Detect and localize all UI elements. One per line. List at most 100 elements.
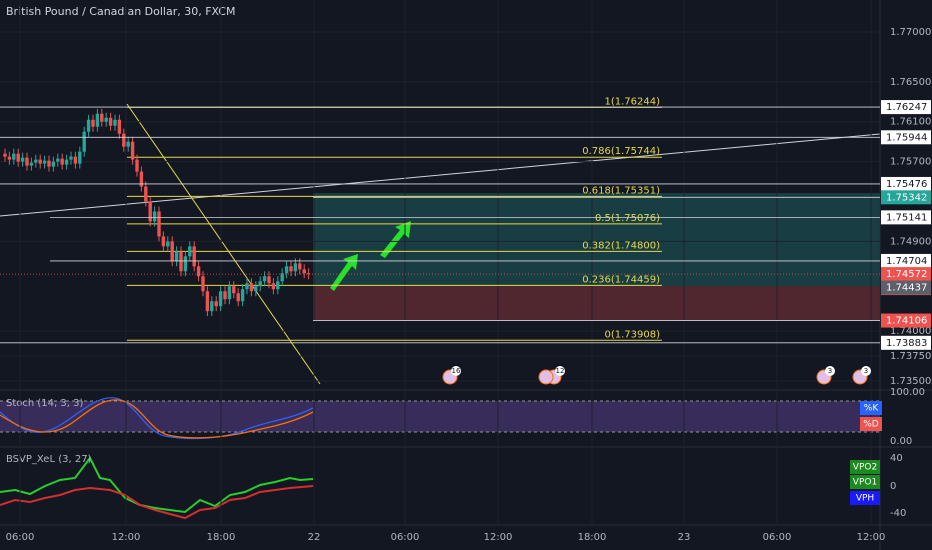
stoch-k (0, 397, 314, 440)
price-tag (881, 176, 931, 191)
price-tag-label: 1.74106 (886, 316, 927, 327)
candle (64, 159, 69, 165)
price-tag-label: 1.74437 (886, 283, 927, 294)
candle (232, 286, 236, 294)
arrow (330, 254, 358, 291)
candle (91, 119, 95, 127)
time-label: 06:00 (391, 532, 420, 543)
fib-label: 0.5(1.75076) (595, 213, 660, 224)
candle (218, 291, 223, 307)
price-label: 1.75700 (890, 157, 931, 168)
candle (289, 266, 293, 272)
candle (306, 273, 311, 275)
price-label: 1.76500 (890, 77, 931, 88)
time-label: 06:00 (763, 532, 792, 543)
fib-label: 0(1.73908) (604, 329, 660, 340)
price-tag (881, 130, 931, 145)
bsvp-tag (850, 491, 880, 505)
price-label: 1.74900 (890, 236, 931, 247)
candle (122, 133, 126, 147)
candle (29, 162, 34, 166)
candle (86, 119, 91, 132)
candle (183, 256, 188, 272)
stoch-tag (860, 417, 882, 431)
fib-label: 0.382(1.74800) (582, 240, 660, 251)
candle (170, 241, 174, 262)
price-tag-label: 1.73883 (886, 338, 927, 349)
candle (78, 151, 82, 164)
bsvp-tag-label: VPH (856, 494, 874, 504)
price-tag (881, 280, 931, 295)
stoch-label: Stoch (14, 3, 3) (6, 398, 83, 409)
candle (56, 158, 60, 162)
time-label: 12:00 (484, 532, 513, 543)
bsvp-tag (850, 460, 880, 474)
event-count-bg (451, 366, 461, 376)
arrows (330, 221, 411, 291)
candle (144, 186, 148, 202)
bsvp-axis-label: -40 (890, 508, 906, 519)
bsvp-axis-label: 0 (890, 481, 896, 492)
price-tag-label: 1.74572 (886, 269, 927, 280)
price-tag (881, 313, 931, 328)
bsvp-vpo2 (0, 456, 314, 514)
candle (240, 289, 245, 302)
event-count-bg (825, 366, 835, 376)
time-label: 18:00 (578, 532, 607, 543)
candle (148, 201, 152, 222)
candle (42, 160, 47, 164)
candle (271, 283, 276, 290)
candle (135, 159, 139, 172)
fib-label: 0.618(1.75351) (582, 185, 660, 196)
candle (205, 291, 210, 312)
price-tag (881, 335, 931, 350)
candle (214, 301, 218, 307)
candle (117, 119, 122, 134)
stoch-tag (860, 401, 882, 415)
candle (298, 263, 302, 270)
candle (139, 171, 144, 187)
price-label: 1.73750 (890, 351, 931, 362)
candle (249, 283, 254, 292)
candle (12, 153, 16, 160)
price-label: 1.73500 (890, 376, 931, 387)
candle (166, 241, 170, 247)
candle (254, 286, 258, 292)
price-tag (881, 100, 931, 115)
price-tag-label: 1.75476 (886, 179, 927, 190)
time-label: 06:00 (6, 532, 35, 543)
candle (69, 156, 73, 160)
candle (82, 131, 86, 152)
candle (100, 113, 104, 122)
stoch-d (0, 399, 314, 439)
candle (51, 161, 56, 167)
candle (284, 266, 289, 274)
bsvp-tag (850, 475, 880, 489)
event-count: 3 (828, 367, 832, 375)
price-tag-label: 1.74704 (886, 256, 927, 267)
candle (245, 283, 249, 290)
candle (60, 158, 64, 165)
stop-zone (313, 286, 880, 320)
fib-label: 1(1.76244) (604, 96, 660, 107)
stoch-band (0, 401, 880, 432)
time-label: 12:00 (112, 532, 141, 543)
candle (113, 119, 117, 126)
candle (227, 286, 232, 300)
candle (20, 157, 25, 162)
candle (223, 291, 227, 300)
candle (174, 251, 179, 262)
candle (293, 263, 298, 272)
trend-line (0, 133, 881, 217)
stoch-tag-label: %D (863, 420, 879, 430)
event-count: 12 (556, 367, 565, 375)
candle (34, 159, 38, 163)
candle (130, 141, 135, 160)
chart-title: British Pound / Canadian Dollar, 30, FXC… (6, 5, 235, 18)
fib-trend-line (126, 103, 321, 385)
candle (73, 156, 78, 164)
price-tag-label: 1.75342 (886, 192, 927, 203)
fib-label: 0.786(1.75744) (582, 146, 660, 157)
candle (188, 246, 192, 257)
